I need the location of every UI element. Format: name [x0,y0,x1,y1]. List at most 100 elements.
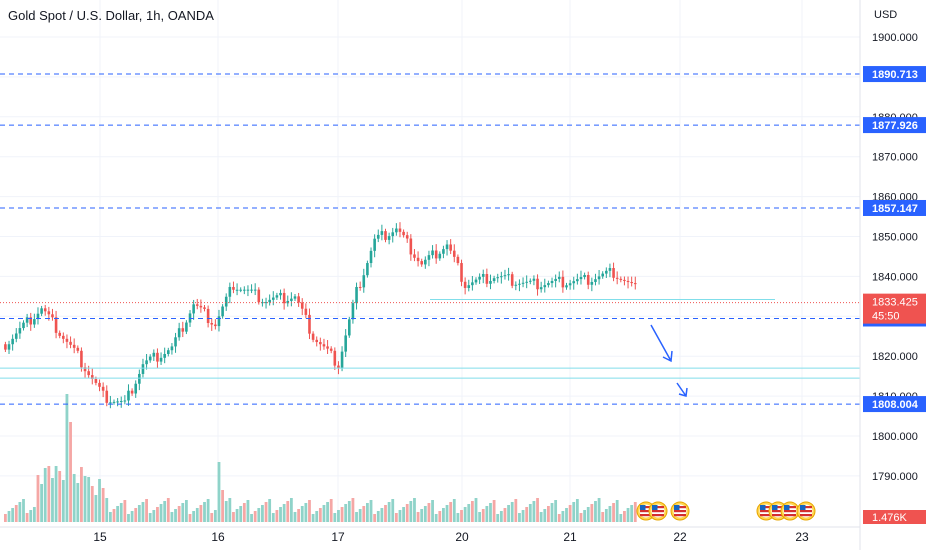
volume-bar [119,503,123,522]
level-price-badge [863,199,926,216]
volume-bar [159,504,163,522]
volume-bar [362,506,366,522]
volume-bar [481,509,485,522]
candle-body [438,253,442,259]
candle-body [246,289,250,291]
volume-bar [623,511,626,522]
volume-bar [315,511,319,522]
volume-bar [43,468,47,522]
volume-bar [253,511,257,522]
volume-bar [532,501,536,522]
candle-body [210,323,214,325]
candle-body [471,282,474,286]
volume-bar [293,512,297,522]
candle-body [525,281,528,283]
candle-body [543,285,547,288]
volume-bar [536,498,539,522]
candle-body [351,303,355,320]
volume-bar [423,506,427,522]
volume-bar [185,500,188,522]
candle-body [608,268,612,271]
volume-bar [463,507,467,522]
candle-body [116,401,119,403]
volume-bar [550,503,554,522]
volume-bar [94,495,98,522]
candle-body [340,351,344,368]
candle-body [253,289,257,291]
y-tick-label: 1820.000 [872,351,918,363]
volume-bar [456,513,460,522]
volume-bar [279,507,282,522]
candle-body [348,319,351,336]
volume-bar [51,478,54,522]
volume-bar [413,498,416,522]
candle-body [442,249,445,254]
volume-bar [409,501,413,522]
volume-label: 1.476K [872,512,908,524]
candle-body [217,316,221,327]
price-axis [860,0,932,550]
candle-body [228,286,232,297]
volume-bar [108,512,112,522]
volume-bar [539,512,543,522]
y-tick-label: 1800.000 [872,431,918,443]
candle-body [261,302,264,304]
volume-bar [594,501,597,522]
volume-bar [87,477,91,522]
volume-bar [499,511,503,522]
volume-bar [449,502,453,522]
candle-body [449,244,452,251]
volume-bar [355,512,358,522]
volume-bar [416,512,420,522]
candle-body [127,390,130,401]
candle-body [163,354,166,358]
volume-bar [586,507,590,522]
volume-bar [76,483,80,522]
volume-bar [590,504,594,522]
volume-bar [268,499,272,522]
level-price-label: 1877.926 [872,120,918,132]
candle-body [69,341,72,345]
volume-bar [633,502,637,522]
volume-bar [261,505,264,522]
volume-bar [257,508,261,522]
volume-bar [300,506,304,522]
candle-body [109,402,112,404]
candle-body [206,308,210,324]
candle-body [185,322,188,332]
volume-bar [177,506,181,522]
candle-body [521,282,525,284]
x-tick-label: 17 [331,530,345,544]
candle-body [391,232,395,237]
candle-body [623,279,626,281]
candle-body [76,347,80,351]
candle-body [43,308,47,312]
candle-body [492,278,496,281]
candle-body [445,244,449,250]
candle-body [550,280,554,284]
volume-bar [188,514,192,522]
candle-body [304,308,308,315]
candle-body [141,364,145,374]
candle-body [456,256,460,264]
candle-body [29,317,33,325]
volume-bar [250,514,253,522]
candle-body [203,307,206,309]
volume-bar [152,510,156,522]
volume-bar [297,509,301,522]
candle-body [51,314,54,318]
candle-body [94,379,98,383]
candle-body [54,317,58,333]
volume-bar [619,514,623,522]
volume-bar [14,505,18,522]
volume-bar [521,510,525,522]
candle-body [605,270,608,274]
candle-body [387,236,391,240]
volume-badge [863,510,926,524]
symbol-title[interactable]: Gold Spot / U.S. Dollar, 1h, OANDA [8,8,214,23]
candle-body [579,277,583,280]
candle-body [290,298,293,301]
candle-body [532,278,536,281]
